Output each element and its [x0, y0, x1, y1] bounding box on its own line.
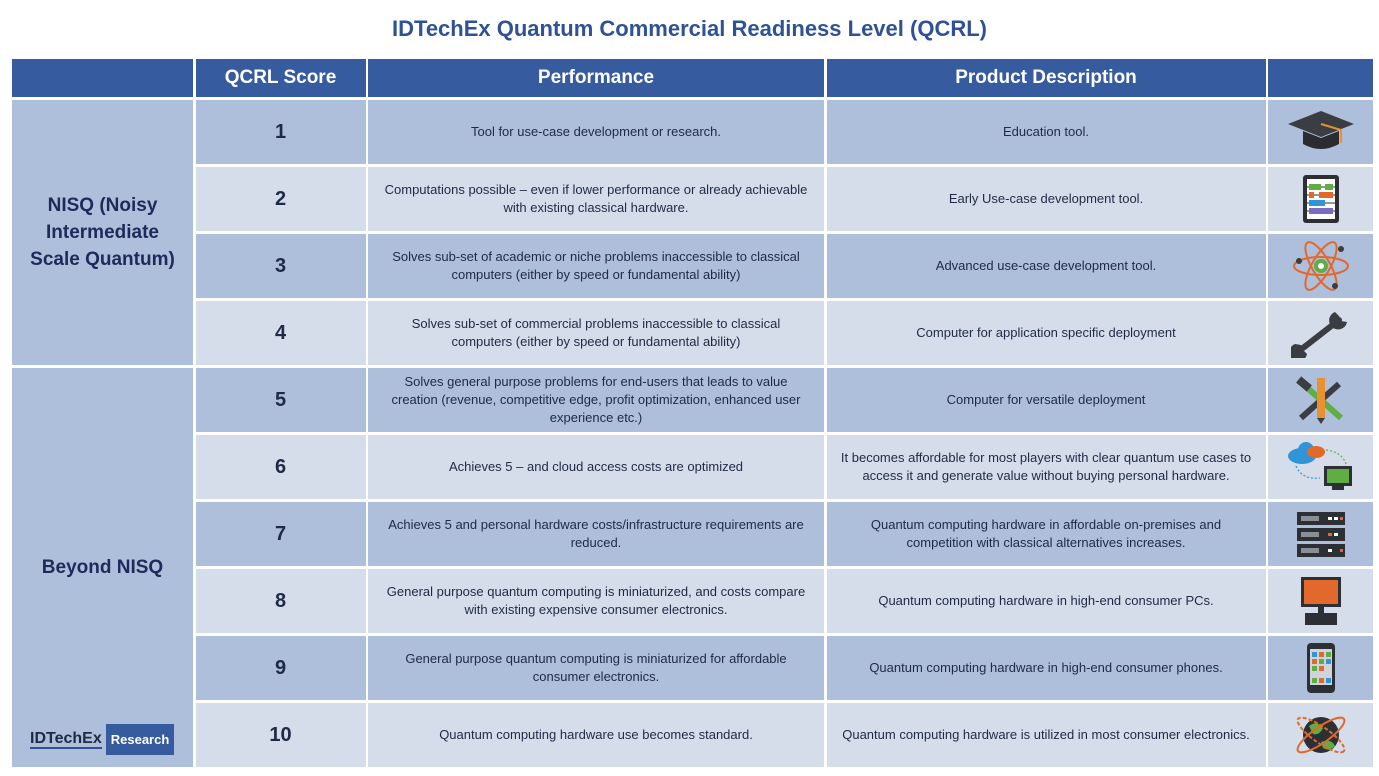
column-header-0: [12, 59, 193, 97]
qcrl-score: 5: [195, 367, 366, 432]
column-header-4: [1268, 59, 1373, 97]
performance-cell: Quantum computing hardware use becomes s…: [368, 702, 824, 767]
performance-cell: Solves sub-set of academic or niche prob…: [368, 233, 824, 298]
qcrl-score: 2: [195, 166, 366, 231]
qcrl-score: 9: [195, 635, 366, 700]
globe-orbit-icon: [1268, 702, 1373, 767]
description-cell: Computer for versatile deployment: [826, 367, 1266, 432]
atom-icon: [1268, 233, 1373, 298]
performance-cell: Achieves 5 – and cloud access costs are …: [368, 434, 824, 499]
wrench-icon: [1268, 300, 1373, 365]
group-label: NISQ (Noisy Intermediate Scale Quantum): [30, 194, 175, 270]
performance-cell: General purpose quantum computing is min…: [368, 568, 824, 633]
qcrl-score: 8: [195, 568, 366, 633]
page-title: IDTechEx Quantum Commercial Readiness Le…: [392, 16, 987, 41]
qcrl-score: 6: [195, 434, 366, 499]
group-cell-0: NISQ (Noisy Intermediate Scale Quantum): [12, 99, 193, 365]
desktop-pc-icon: [1268, 568, 1373, 633]
qcrl-score: 3: [195, 233, 366, 298]
performance-cell: Tool for use-case development or researc…: [368, 99, 824, 164]
description-cell: Quantum computing hardware in high-end c…: [826, 635, 1266, 700]
performance-cell: General purpose quantum computing is min…: [368, 635, 824, 700]
description-cell: It becomes affordable for most players w…: [826, 434, 1266, 499]
description-cell: Advanced use-case development tool.: [826, 233, 1266, 298]
qcrl-score: 1: [195, 99, 366, 164]
qcrl-score: 7: [195, 501, 366, 566]
description-cell: Quantum computing hardware in affordable…: [826, 501, 1266, 566]
column-header-1: QCRL Score: [195, 59, 366, 97]
description-cell: Computer for application specific deploy…: [826, 300, 1266, 365]
description-cell: Quantum computing hardware is utilized i…: [826, 702, 1266, 767]
column-header-3: Product Description: [826, 59, 1266, 97]
server-rack-icon: [1268, 501, 1373, 566]
smartphone-icon: [1268, 635, 1373, 700]
idtechex-logo: IDTechEx Research: [30, 724, 175, 755]
qcrl-score: 4: [195, 300, 366, 365]
cloud-computer-icon: [1268, 434, 1373, 499]
description-cell: Education tool.: [826, 99, 1266, 164]
logo-tag: Research: [105, 724, 175, 755]
column-header-2: Performance: [368, 59, 824, 97]
qcrl-table: QCRL Score Performance Product Description…: [12, 59, 1373, 767]
performance-cell: Solves general purpose problems for end-…: [368, 367, 824, 432]
graduation-cap-icon: [1268, 99, 1373, 164]
performance-cell: Achieves 5 and personal hardware costs/i…: [368, 501, 824, 566]
performance-cell: Computations possible – even if lower pe…: [368, 166, 824, 231]
abacus-icon: [1268, 166, 1373, 231]
logo-brand: IDTechEx: [30, 730, 102, 749]
qcrl-score: 10: [195, 702, 366, 767]
group-cell-1: Beyond NISQ IDTechEx Research: [12, 367, 193, 767]
performance-cell: Solves sub-set of commercial problems in…: [368, 300, 824, 365]
description-cell: Early Use-case development tool.: [826, 166, 1266, 231]
description-cell: Quantum computing hardware in high-end c…: [826, 568, 1266, 633]
group-label: Beyond NISQ: [41, 556, 164, 578]
tools-icon: [1268, 367, 1373, 432]
